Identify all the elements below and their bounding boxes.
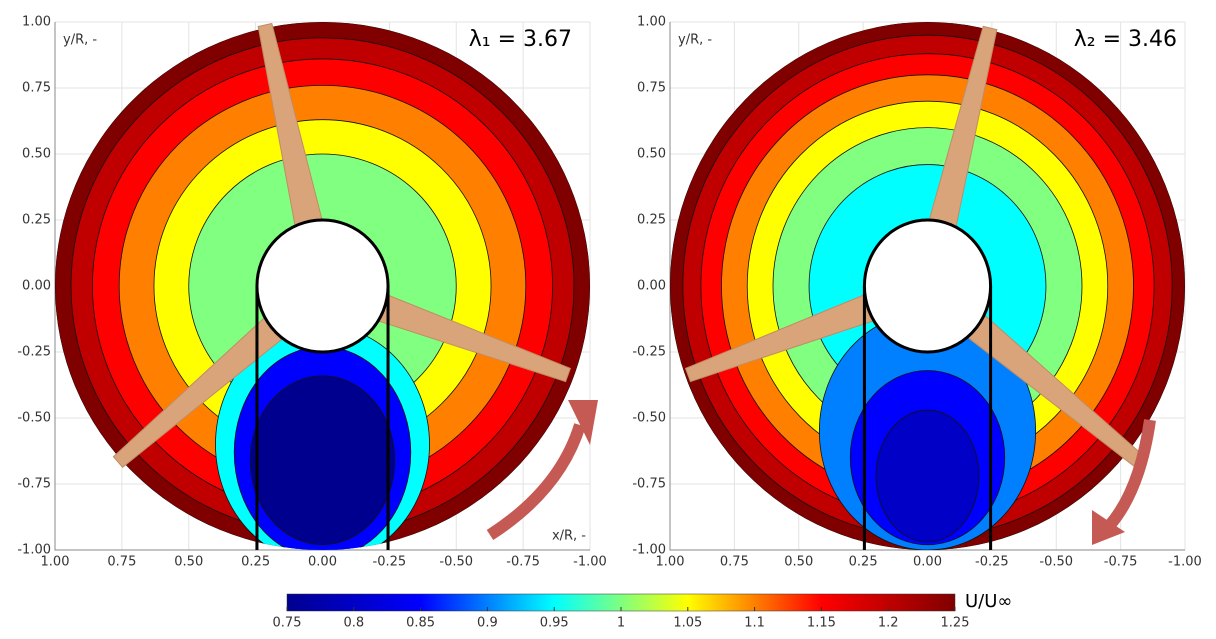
tower — [255, 286, 390, 550]
colorbar-tick-label: 0.8 — [343, 616, 364, 631]
y-tick-label: -0.75 — [17, 477, 51, 492]
y-tick-label: 0.75 — [637, 81, 666, 96]
y-tick-label: -1.00 — [632, 543, 666, 558]
x-tick-label: 0.75 — [720, 555, 749, 570]
x-tick-label: 0.00 — [308, 555, 337, 570]
colorbar-tick-label: 0.85 — [406, 616, 435, 631]
annotation: λ₂ = 3.46 — [1074, 27, 1177, 52]
axis — [54, 22, 590, 551]
x-tick-label: 0.50 — [784, 555, 813, 570]
x-tick-label: -1.00 — [1168, 555, 1202, 570]
y-tick-label: 0.50 — [22, 147, 51, 162]
y-tick-label: 1.00 — [637, 15, 666, 30]
x-tick-label: -0.25 — [373, 555, 407, 570]
x-tick-label: 0.25 — [849, 555, 878, 570]
x-tick-label: 0.75 — [107, 555, 136, 570]
x-tick-label: -0.75 — [506, 555, 540, 570]
x-tick-label: 1.00 — [41, 555, 70, 570]
colorbar-tick-label: 1.1 — [744, 616, 765, 631]
x-tick-label: -0.50 — [439, 555, 473, 570]
x-axis-label: x/R, - — [552, 529, 586, 544]
y-tick-label: 0.00 — [22, 279, 51, 294]
x-tick-label: -0.25 — [975, 555, 1009, 570]
axis — [669, 22, 1185, 551]
colorbar-tick-label: 1.05 — [673, 616, 702, 631]
x-tick-label: 0.25 — [241, 555, 270, 570]
colorbar-tick-label: 1.15 — [807, 616, 836, 631]
colorbar-tick-label: 0.75 — [273, 616, 302, 631]
arrow-head — [1092, 510, 1125, 545]
y-axis-label: y/R, - — [678, 33, 712, 48]
contour-blob — [875, 409, 980, 543]
contour-blob — [249, 375, 396, 546]
y-tick-label: -0.25 — [17, 345, 51, 360]
y-tick-label: 1.00 — [22, 15, 51, 30]
rotation-arrow — [486, 423, 586, 541]
colorbar-tick-label: 0.95 — [540, 616, 569, 631]
x-tick-label: 1.00 — [656, 555, 685, 570]
x-tick-label: -1.00 — [573, 555, 607, 570]
y-tick-label: 0.25 — [22, 213, 51, 228]
y-tick-label: -0.75 — [632, 477, 666, 492]
arrow-head — [568, 400, 598, 445]
y-tick-label: -0.25 — [632, 345, 666, 360]
colorbar-label: U/U∞ — [965, 591, 1012, 612]
y-tick-label: 0.75 — [22, 81, 51, 96]
y-tick-label: -0.50 — [17, 411, 51, 426]
colorbar-tick-label: 1.2 — [878, 616, 899, 631]
y-tick-label: -1.00 — [17, 543, 51, 558]
y-axis-label: y/R, - — [63, 33, 97, 48]
hub — [255, 218, 390, 354]
colorbar-tick-label: 1.25 — [941, 616, 970, 631]
colorbar-tick-label: 0.9 — [477, 616, 498, 631]
y-tick-label: 0.50 — [637, 147, 666, 162]
x-tick-label: -0.50 — [1039, 555, 1073, 570]
colorbar-tick-label: 1 — [617, 616, 625, 631]
y-tick-label: 0.25 — [637, 213, 666, 228]
x-tick-label: 0.00 — [913, 555, 942, 570]
tower — [862, 286, 993, 550]
x-tick-label: -0.75 — [1104, 555, 1138, 570]
annotation: λ₁ = 3.67 — [469, 27, 572, 52]
y-tick-label: -0.50 — [632, 411, 666, 426]
x-tick-label: 0.50 — [174, 555, 203, 570]
y-tick-label: 0.00 — [637, 279, 666, 294]
rotation-arrow — [1105, 419, 1156, 529]
hub — [862, 218, 993, 354]
